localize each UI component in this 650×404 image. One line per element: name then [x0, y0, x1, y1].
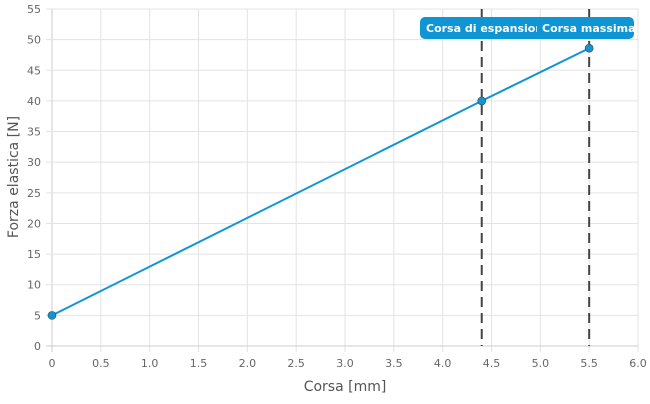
annotation-label-massima: Corsa massima [542, 22, 636, 35]
data-point [584, 43, 594, 53]
x-tick-label: 1.5 [190, 357, 208, 370]
y-tick-label: 30 [27, 156, 41, 169]
y-tick-label: 45 [27, 64, 41, 77]
x-tick-label: 2.0 [239, 357, 257, 370]
data-point [47, 311, 57, 320]
y-tick-label: 50 [27, 34, 41, 47]
x-tick-label: 2.5 [287, 357, 305, 370]
data-point [477, 96, 487, 106]
x-tick-label: 4.5 [483, 357, 501, 370]
x-tick-label: 1.0 [141, 357, 159, 370]
y-tick-label: 10 [27, 279, 41, 292]
y-tick-label: 55 [27, 3, 41, 16]
y-axis-label: Forza elastica [N] [6, 116, 22, 238]
x-tick-label: 5.5 [580, 357, 598, 370]
x-tick-label: 5.0 [532, 357, 550, 370]
x-axis-label: Corsa [mm] [304, 379, 387, 395]
annotation-label-espansione: Corsa di espansione [426, 22, 551, 35]
annotation-label-box [420, 17, 634, 39]
y-tick-label: 15 [27, 248, 41, 261]
x-tick-label: 6.0 [629, 357, 647, 370]
y-tick-label: 5 [34, 309, 41, 322]
y-tick-label: 25 [27, 187, 41, 200]
y-tick-label: 40 [27, 95, 41, 108]
x-tick-label: 0.5 [92, 357, 110, 370]
x-tick-label: 3.5 [385, 357, 403, 370]
y-tick-label: 20 [27, 217, 41, 230]
y-tick-label: 35 [27, 126, 41, 139]
x-tick-label: 0 [49, 357, 56, 370]
y-tick-label: 0 [34, 340, 41, 353]
series-line [51, 47, 590, 317]
x-tick-label: 3.0 [336, 357, 354, 370]
x-tick-label: 4.0 [434, 357, 452, 370]
